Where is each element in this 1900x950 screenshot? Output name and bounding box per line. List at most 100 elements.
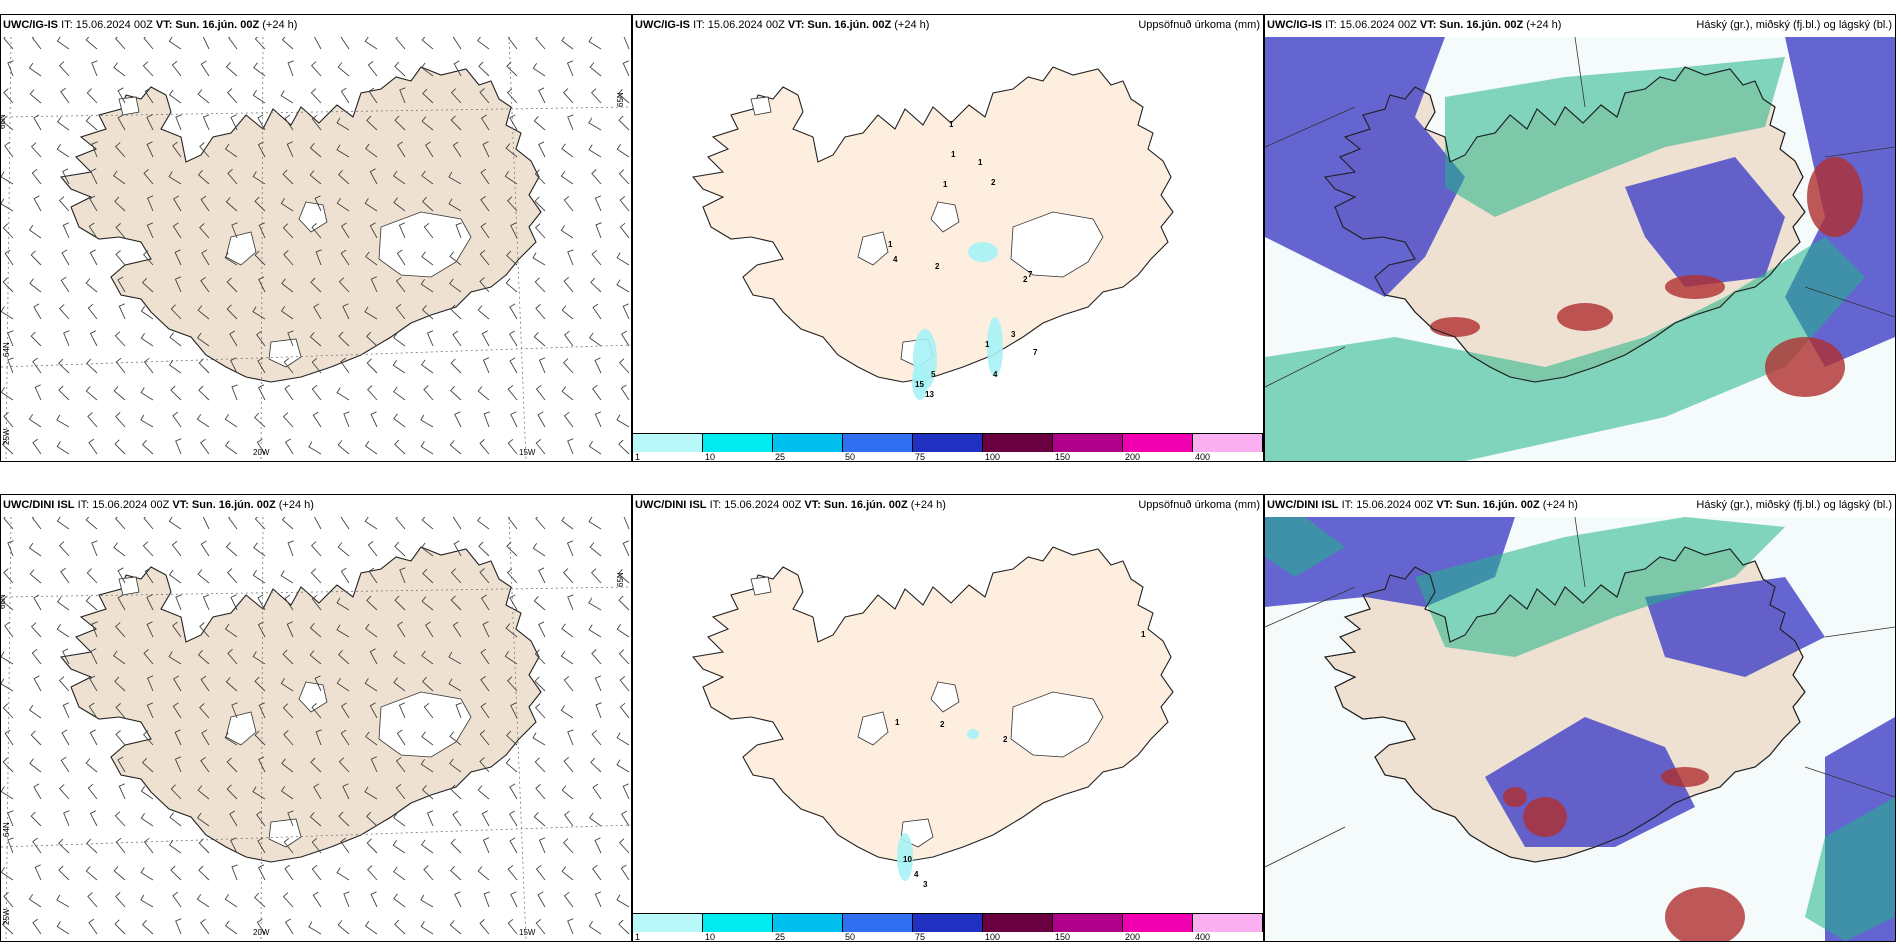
wind-barb <box>226 88 238 104</box>
panel-title: Háský (gr.), miðský (fj.bl.) og lágský (… <box>1696 499 1892 511</box>
wind-barb <box>1 387 14 401</box>
wind-barb <box>481 330 490 347</box>
wind-barb <box>392 170 406 185</box>
wind-barb <box>86 358 98 374</box>
wind-barb <box>595 222 602 239</box>
wind-barb <box>340 567 350 584</box>
wind-barb <box>618 115 630 131</box>
wind-barb <box>394 919 406 935</box>
wind-barb <box>533 332 546 347</box>
wind-barb <box>168 359 182 374</box>
wind-barb <box>200 540 210 557</box>
graticule-line <box>1265 106 1356 148</box>
precip-value: 7 <box>1033 348 1038 357</box>
valid-time-label: VT: <box>1436 499 1453 511</box>
wind-barb <box>340 837 350 854</box>
colorbar-tick-label: 1 <box>635 452 641 462</box>
wind-barb <box>454 891 462 908</box>
wind-barb <box>448 678 462 692</box>
wind-barb <box>619 675 630 692</box>
wind-barb <box>175 918 182 935</box>
colorbar-tick-label: 100 <box>985 452 1001 462</box>
glacier <box>1010 691 1104 758</box>
wind-barb <box>510 222 518 239</box>
panel-header: UWC/IG-IS IT: 15.06.2024 00Z VT: Sun. 16… <box>1267 19 1561 31</box>
wind-barb <box>144 567 154 584</box>
wind-barb <box>253 892 266 908</box>
wind-barb <box>483 411 490 428</box>
colorbar-swatch <box>773 914 843 932</box>
wind-barb <box>224 732 238 746</box>
wind-barb <box>562 568 574 584</box>
wind-barb <box>1 678 14 692</box>
wind-barb <box>310 61 322 77</box>
axis-labels: 66N 64N 65N 25W 20W 15W <box>1 92 625 457</box>
wind-barb <box>394 541 406 557</box>
wind-barb <box>170 304 182 320</box>
wind-barb <box>33 114 42 131</box>
wind-barb <box>340 729 350 746</box>
wind-barb <box>398 702 406 719</box>
wind-barb <box>622 60 630 77</box>
wind-barb <box>143 837 154 854</box>
wind-barb <box>364 198 378 212</box>
wind-barb <box>367 540 378 557</box>
wind-barb <box>146 702 154 719</box>
wind-barb <box>592 303 602 320</box>
wind-barb <box>591 169 602 185</box>
wind-barb <box>393 197 406 212</box>
wind-barb <box>89 195 98 212</box>
wind-barb <box>508 330 518 347</box>
wind-barb <box>230 594 238 611</box>
iceland-outline <box>1323 66 1806 383</box>
wind-barb <box>365 143 378 158</box>
colorbar-swatch <box>773 434 843 452</box>
wind-barb <box>173 675 182 692</box>
wind-barb <box>449 920 462 935</box>
wind-barb <box>616 414 630 428</box>
wind-barb <box>423 702 434 719</box>
precip-value: 15 <box>915 380 924 389</box>
wind-barb <box>225 62 238 77</box>
wind-barb <box>7 540 14 557</box>
precip-area <box>968 242 998 262</box>
wind-barb <box>337 62 350 77</box>
wind-barb <box>480 222 490 239</box>
wind-barb <box>364 440 378 455</box>
colorbar <box>633 433 1263 452</box>
glacier <box>750 96 772 116</box>
wind-barb <box>257 594 266 611</box>
wind-barb <box>449 278 462 293</box>
wind-barb <box>254 730 266 746</box>
wind-barb <box>450 385 462 401</box>
colorbar <box>633 913 1263 932</box>
wind-barb <box>87 412 98 428</box>
wind-barb <box>366 811 378 827</box>
colorbar-tick-label: 75 <box>915 932 926 942</box>
wind-barb <box>618 358 630 374</box>
wind-barb <box>420 359 434 374</box>
wind-barb <box>258 702 266 719</box>
wind-barb <box>225 677 238 692</box>
colorbar-swatch <box>843 914 913 932</box>
wind-barb <box>450 304 462 320</box>
wind-barb <box>340 517 350 530</box>
wind-barb <box>1 171 14 185</box>
wind-barb <box>336 198 350 212</box>
wind-barb <box>196 413 210 428</box>
wind-barb <box>452 810 462 827</box>
wind-barb <box>225 542 238 557</box>
wind-barb <box>117 756 126 773</box>
wind-barb <box>199 622 210 638</box>
wind-barb <box>3 517 14 530</box>
wind-barb <box>197 89 210 104</box>
wind-barb <box>287 810 294 827</box>
wind-barb <box>2 919 14 935</box>
colorbar-swatch <box>1053 434 1123 452</box>
wind-barb <box>506 196 518 212</box>
wind-barb <box>532 543 546 557</box>
wind-barb <box>1 867 14 881</box>
longitude-line <box>260 37 264 461</box>
wind-barb <box>114 37 126 50</box>
wind-barb <box>480 195 490 212</box>
